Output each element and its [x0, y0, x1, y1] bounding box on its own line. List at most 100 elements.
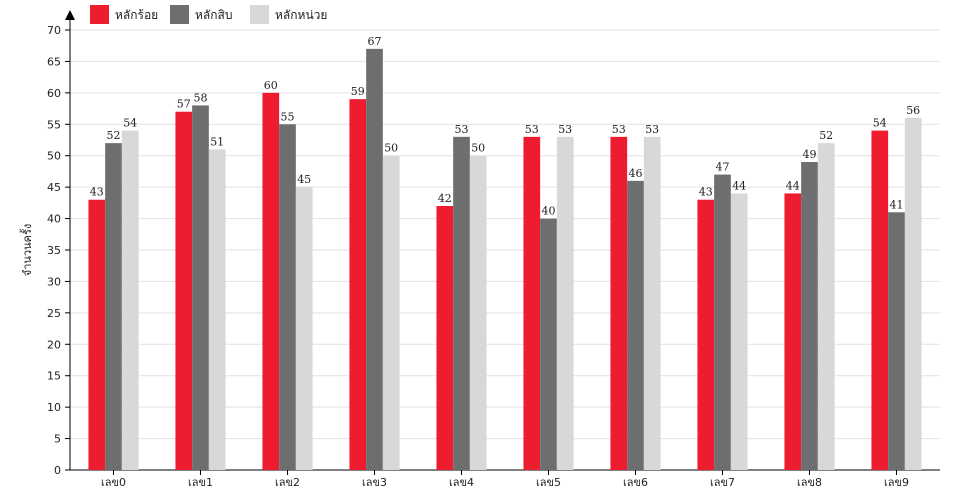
bar: [871, 130, 889, 471]
y-tick-label: 20: [47, 338, 61, 351]
data-label: 43: [90, 186, 104, 199]
y-tick-label: 45: [47, 181, 61, 194]
bar: [279, 124, 296, 471]
y-tick-label: 60: [47, 87, 61, 100]
legend-swatch: [250, 5, 269, 24]
bar: [121, 130, 139, 471]
data-label: 67: [368, 35, 382, 48]
data-label: 50: [471, 142, 485, 155]
legend-label: หลักหน่วย: [275, 8, 327, 22]
bar: [453, 136, 470, 470]
bars: [88, 48, 922, 471]
bar: [714, 174, 731, 471]
y-tick-label: 30: [47, 275, 61, 288]
y-tick-label: 50: [47, 150, 61, 163]
data-label: 47: [716, 161, 730, 174]
y-tick-label: 15: [47, 370, 61, 383]
data-label: 58: [194, 91, 208, 104]
y-tick-label: 40: [47, 213, 61, 226]
data-label: 53: [455, 123, 469, 136]
data-label: 53: [558, 123, 572, 136]
bar: [436, 206, 454, 470]
data-label: 54: [873, 117, 887, 130]
bar: [540, 218, 557, 470]
y-tick-label: 0: [54, 464, 61, 477]
data-label: 42: [438, 192, 452, 205]
data-label: 54: [123, 117, 137, 130]
bar: [801, 162, 818, 470]
legend-label: หลักสิบ: [195, 8, 232, 22]
data-label: 59: [351, 85, 365, 98]
bar: [208, 149, 226, 470]
data-label: 53: [645, 123, 659, 136]
data-label: 40: [542, 205, 556, 218]
bar: [105, 143, 122, 470]
bar: [697, 199, 715, 470]
x-tick-label: เลข9: [884, 476, 909, 489]
data-label: 50: [384, 142, 398, 155]
legend-item: หลักร้อย: [90, 5, 158, 24]
data-label: 51: [210, 135, 224, 148]
x-tick-label: เลข2: [275, 476, 300, 489]
data-label: 57: [177, 98, 191, 111]
y-tick-label: 35: [47, 244, 61, 257]
bar: [888, 212, 905, 471]
data-label: 44: [732, 179, 746, 192]
bar: [175, 111, 193, 470]
data-label: 52: [107, 129, 121, 142]
x-tick-label: เลข4: [449, 476, 474, 489]
data-label: 52: [819, 129, 833, 142]
bar: [730, 193, 748, 470]
data-label: 43: [699, 186, 713, 199]
bar: [627, 180, 644, 470]
legend-item: หลักสิบ: [170, 5, 232, 24]
data-label: 56: [906, 104, 920, 117]
legend-label: หลักร้อย: [115, 8, 158, 22]
y-axis-title: จำนวนครั้ง: [19, 224, 34, 276]
bar: [88, 199, 106, 470]
y-axis-arrow: [65, 10, 75, 20]
bar: [610, 136, 628, 470]
data-label: 46: [629, 167, 643, 180]
x-tick-label: เลข1: [188, 476, 213, 489]
x-tick-label: เลข6: [623, 476, 648, 489]
bar: [382, 155, 400, 470]
y-tick-label: 55: [47, 118, 61, 131]
y-tick-label: 65: [47, 55, 61, 68]
bar: [817, 143, 835, 470]
x-tick-label: เลข5: [536, 476, 561, 489]
x-tick-label: เลข8: [797, 476, 822, 489]
bar: [904, 118, 922, 470]
bar: [523, 136, 541, 470]
data-label: 44: [786, 179, 800, 192]
data-label: 49: [803, 148, 817, 161]
y-tick-label: 10: [47, 401, 61, 414]
bar: [643, 136, 661, 470]
bar: [469, 155, 487, 470]
x-tick-label: เลข0: [101, 476, 126, 489]
data-label: 45: [297, 173, 311, 186]
x-tick-label: เลข3: [362, 476, 387, 489]
bar: [295, 187, 313, 470]
bar: [556, 136, 574, 470]
data-label: 53: [525, 123, 539, 136]
bar: [784, 193, 802, 470]
bar: [192, 105, 209, 470]
x-tick-label: เลข7: [710, 476, 735, 489]
bar: [262, 92, 280, 470]
data-label: 41: [890, 198, 904, 211]
data-label: 60: [264, 79, 278, 92]
legend-swatch: [170, 5, 189, 24]
bar: [349, 99, 367, 471]
bar: [366, 48, 383, 470]
y-tick-label: 25: [47, 307, 61, 320]
legend: หลักร้อย หลักสิบ หลักหน่วย: [90, 5, 327, 24]
data-label: 55: [281, 110, 295, 123]
legend-swatch: [90, 5, 109, 24]
legend-item: หลักหน่วย: [250, 5, 327, 24]
data-label: 53: [612, 123, 626, 136]
y-tick-label: 70: [47, 24, 61, 37]
